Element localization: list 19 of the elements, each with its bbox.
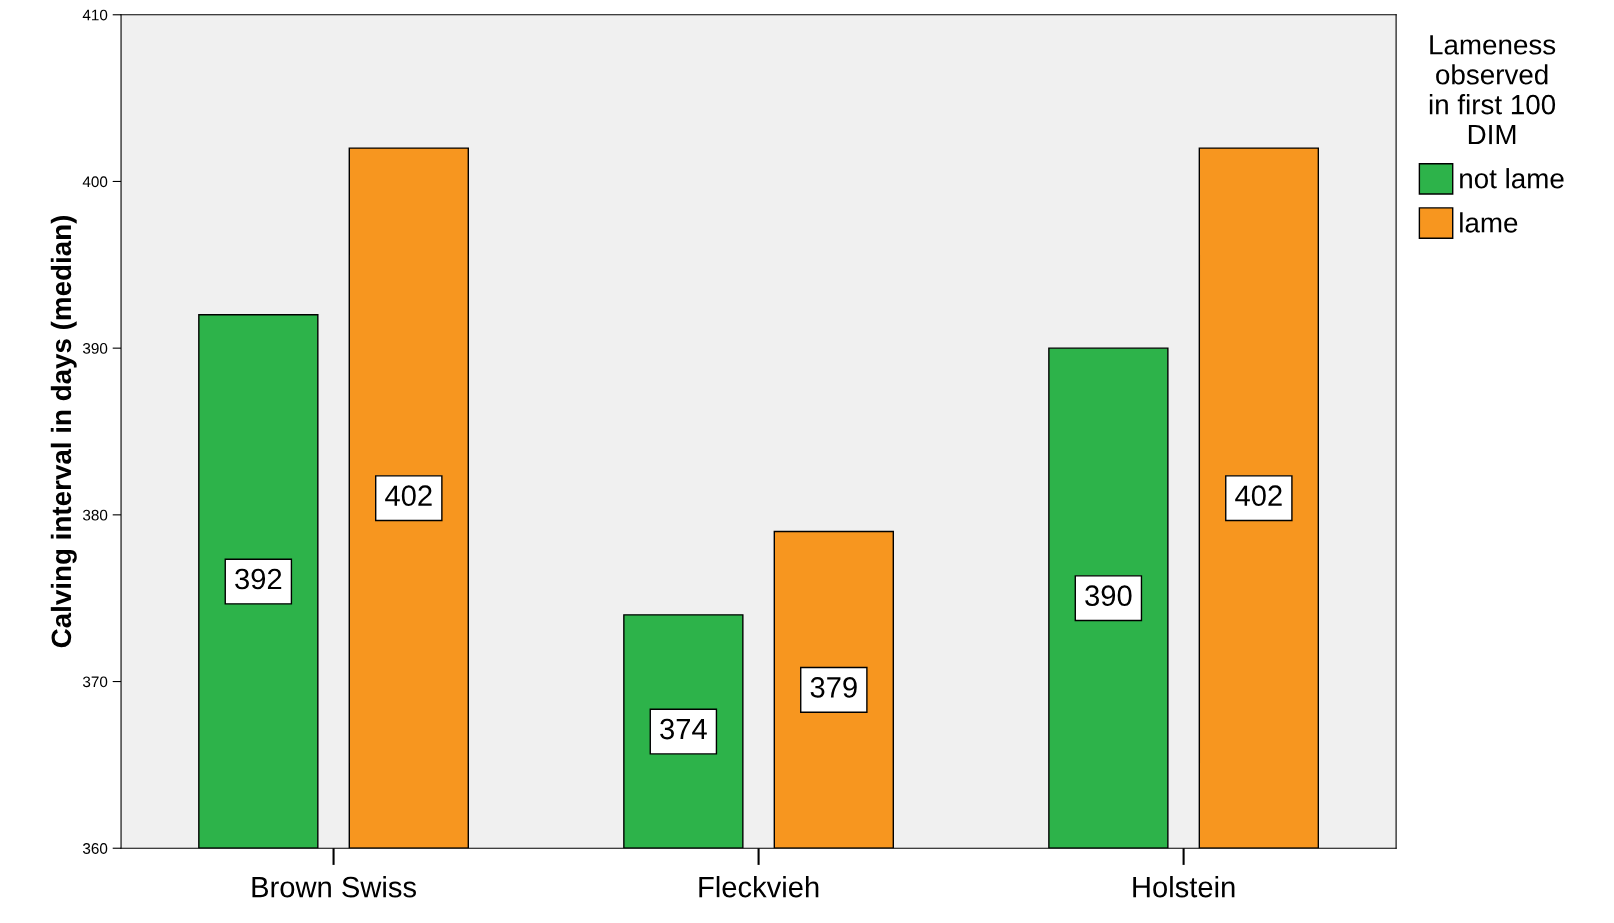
x-tick-label: Fleckvieh <box>699 876 819 898</box>
legend-label: lame <box>1460 212 1518 233</box>
y-tick-label: 410 <box>82 9 108 21</box>
data-label: 402 <box>385 485 432 507</box>
y-tick-label: 380 <box>82 509 108 521</box>
y-tick-label: 360 <box>82 843 108 854</box>
x-tick-label: Brown Swiss <box>252 876 416 898</box>
y-tick-label: 400 <box>82 176 108 188</box>
data-label: 392 <box>235 568 282 590</box>
data-label: 402 <box>1235 485 1282 507</box>
data-label: 379 <box>810 677 857 698</box>
legend-title: Lameness observed in first 100 DIM <box>1429 35 1556 145</box>
data-label: 374 <box>660 718 707 740</box>
data-label: 390 <box>1085 585 1132 607</box>
y-axis-title: Calving interval in days (median) <box>50 215 77 648</box>
legend-label: not lame <box>1460 168 1564 189</box>
y-tick-label: 390 <box>82 343 108 354</box>
y-tick-label: 370 <box>82 676 108 688</box>
x-tick-label: Holstein <box>1133 876 1235 898</box>
